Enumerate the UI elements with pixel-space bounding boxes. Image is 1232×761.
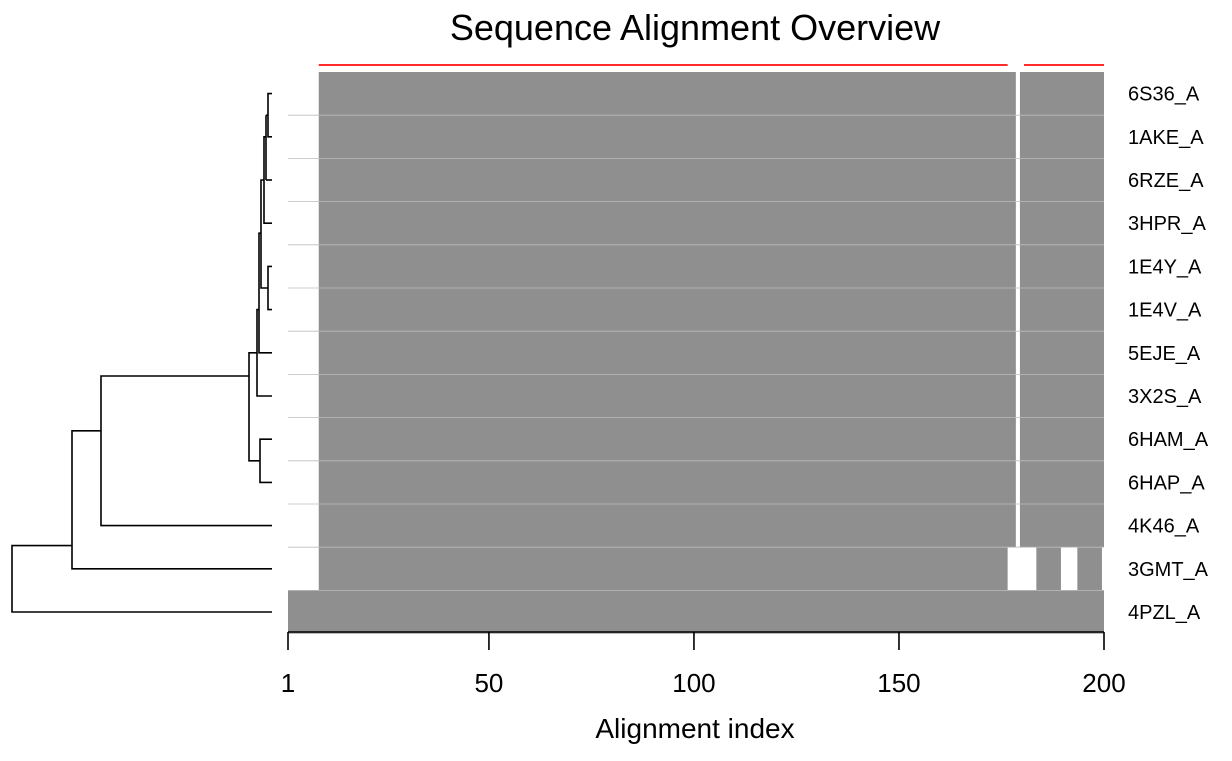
dendrogram xyxy=(11,92,272,613)
alignment-bar-3HPR_A-0 xyxy=(318,201,1016,245)
alignment-bar-3X2S_A-1 xyxy=(1019,374,1104,418)
x-tick-label-150: 150 xyxy=(877,668,920,698)
x-tick-label-200: 200 xyxy=(1082,668,1125,698)
tree-branch-13 xyxy=(11,544,272,613)
alignment-bar-6RZE_A-0 xyxy=(318,158,1016,202)
sequence-label-3GMT_A: 3GMT_A xyxy=(1128,559,1209,581)
sequence-label-3HPR_A: 3HPR_A xyxy=(1128,213,1206,235)
alignment-bar-5EJE_A-1 xyxy=(1019,331,1104,375)
sequence-label-4PZL_A: 4PZL_A xyxy=(1128,602,1201,624)
alignment-bar-3GMT_A-0 xyxy=(318,547,1008,591)
conservation-track xyxy=(318,64,1104,66)
alignment-bar-4K46_A-1 xyxy=(1019,504,1104,548)
conservation-segment-0 xyxy=(318,64,1008,66)
x-tick-label-100: 100 xyxy=(672,668,715,698)
sequence-label-6S36_A: 6S36_A xyxy=(1128,84,1200,106)
alignment-bar-6S36_A-0 xyxy=(318,72,1016,116)
alignment-bar-6RZE_A-1 xyxy=(1019,158,1104,202)
alignment-bar-3GMT_A-1 xyxy=(1036,547,1061,591)
tree-branch-9 xyxy=(259,438,272,484)
alignment-bar-6HAM_A-0 xyxy=(318,417,1016,461)
x-tick-label-1: 1 xyxy=(281,668,295,698)
tree-branch-5 xyxy=(267,265,272,311)
alignment-matrix xyxy=(288,72,1104,634)
alignment-bar-3HPR_A-1 xyxy=(1019,201,1104,245)
chart-title: Sequence Alignment Overview xyxy=(450,7,941,48)
sequence-label-1E4V_A: 1E4V_A xyxy=(1128,300,1202,322)
conservation-segment-1 xyxy=(1024,64,1104,66)
sequence-label-6RZE_A: 6RZE_A xyxy=(1128,170,1204,192)
alignment-bar-6HAP_A-1 xyxy=(1019,460,1104,504)
alignment-bar-1E4V_A-1 xyxy=(1019,288,1104,332)
alignment-bar-1E4V_A-0 xyxy=(318,288,1016,332)
sequence-label-4K46_A: 4K46_A xyxy=(1128,516,1200,538)
alignment-bar-1AKE_A-0 xyxy=(318,115,1016,159)
x-axis: 1 50 100 150 200 xyxy=(281,631,1126,698)
tree-branch-12 xyxy=(71,429,272,570)
alignment-bar-3GMT_A-2 xyxy=(1077,547,1102,591)
x-tick-label-50: 50 xyxy=(474,668,503,698)
alignment-bar-1AKE_A-1 xyxy=(1019,115,1104,159)
sequence-label-6HAP_A: 6HAP_A xyxy=(1128,472,1205,494)
sequence-label-1E4Y_A: 1E4Y_A xyxy=(1128,256,1202,278)
alignment-bar-6S36_A-1 xyxy=(1019,72,1104,116)
tree-branch-0 xyxy=(267,92,272,138)
x-axis-label: Alignment index xyxy=(595,713,794,744)
sequence-labels: 6S36_A 1AKE_A 6RZE_A 3HPR_A 1E4Y_A 1E4V_A 5EJE… xyxy=(1128,84,1209,624)
alignment-bar-4PZL_A-0 xyxy=(288,590,1104,634)
tree-branch-11 xyxy=(100,375,272,527)
alignment-bar-3X2S_A-0 xyxy=(318,374,1016,418)
sequence-label-5EJE_A: 5EJE_A xyxy=(1128,343,1201,365)
tree-branch-7 xyxy=(258,232,272,354)
sequence-label-3X2S_A: 3X2S_A xyxy=(1128,386,1202,408)
sequence-label-6HAM_A: 6HAM_A xyxy=(1128,429,1209,451)
alignment-bar-6HAP_A-0 xyxy=(318,460,1016,504)
alignment-bar-6HAM_A-1 xyxy=(1019,417,1104,461)
alignment-bar-5EJE_A-0 xyxy=(318,331,1016,375)
alignment-bar-1E4Y_A-0 xyxy=(318,244,1016,288)
alignment-bar-4K46_A-0 xyxy=(318,504,1016,548)
sequence-label-1AKE_A: 1AKE_A xyxy=(1128,127,1204,149)
alignment-bar-1E4Y_A-1 xyxy=(1019,244,1104,288)
tree-branch-10 xyxy=(248,351,260,462)
